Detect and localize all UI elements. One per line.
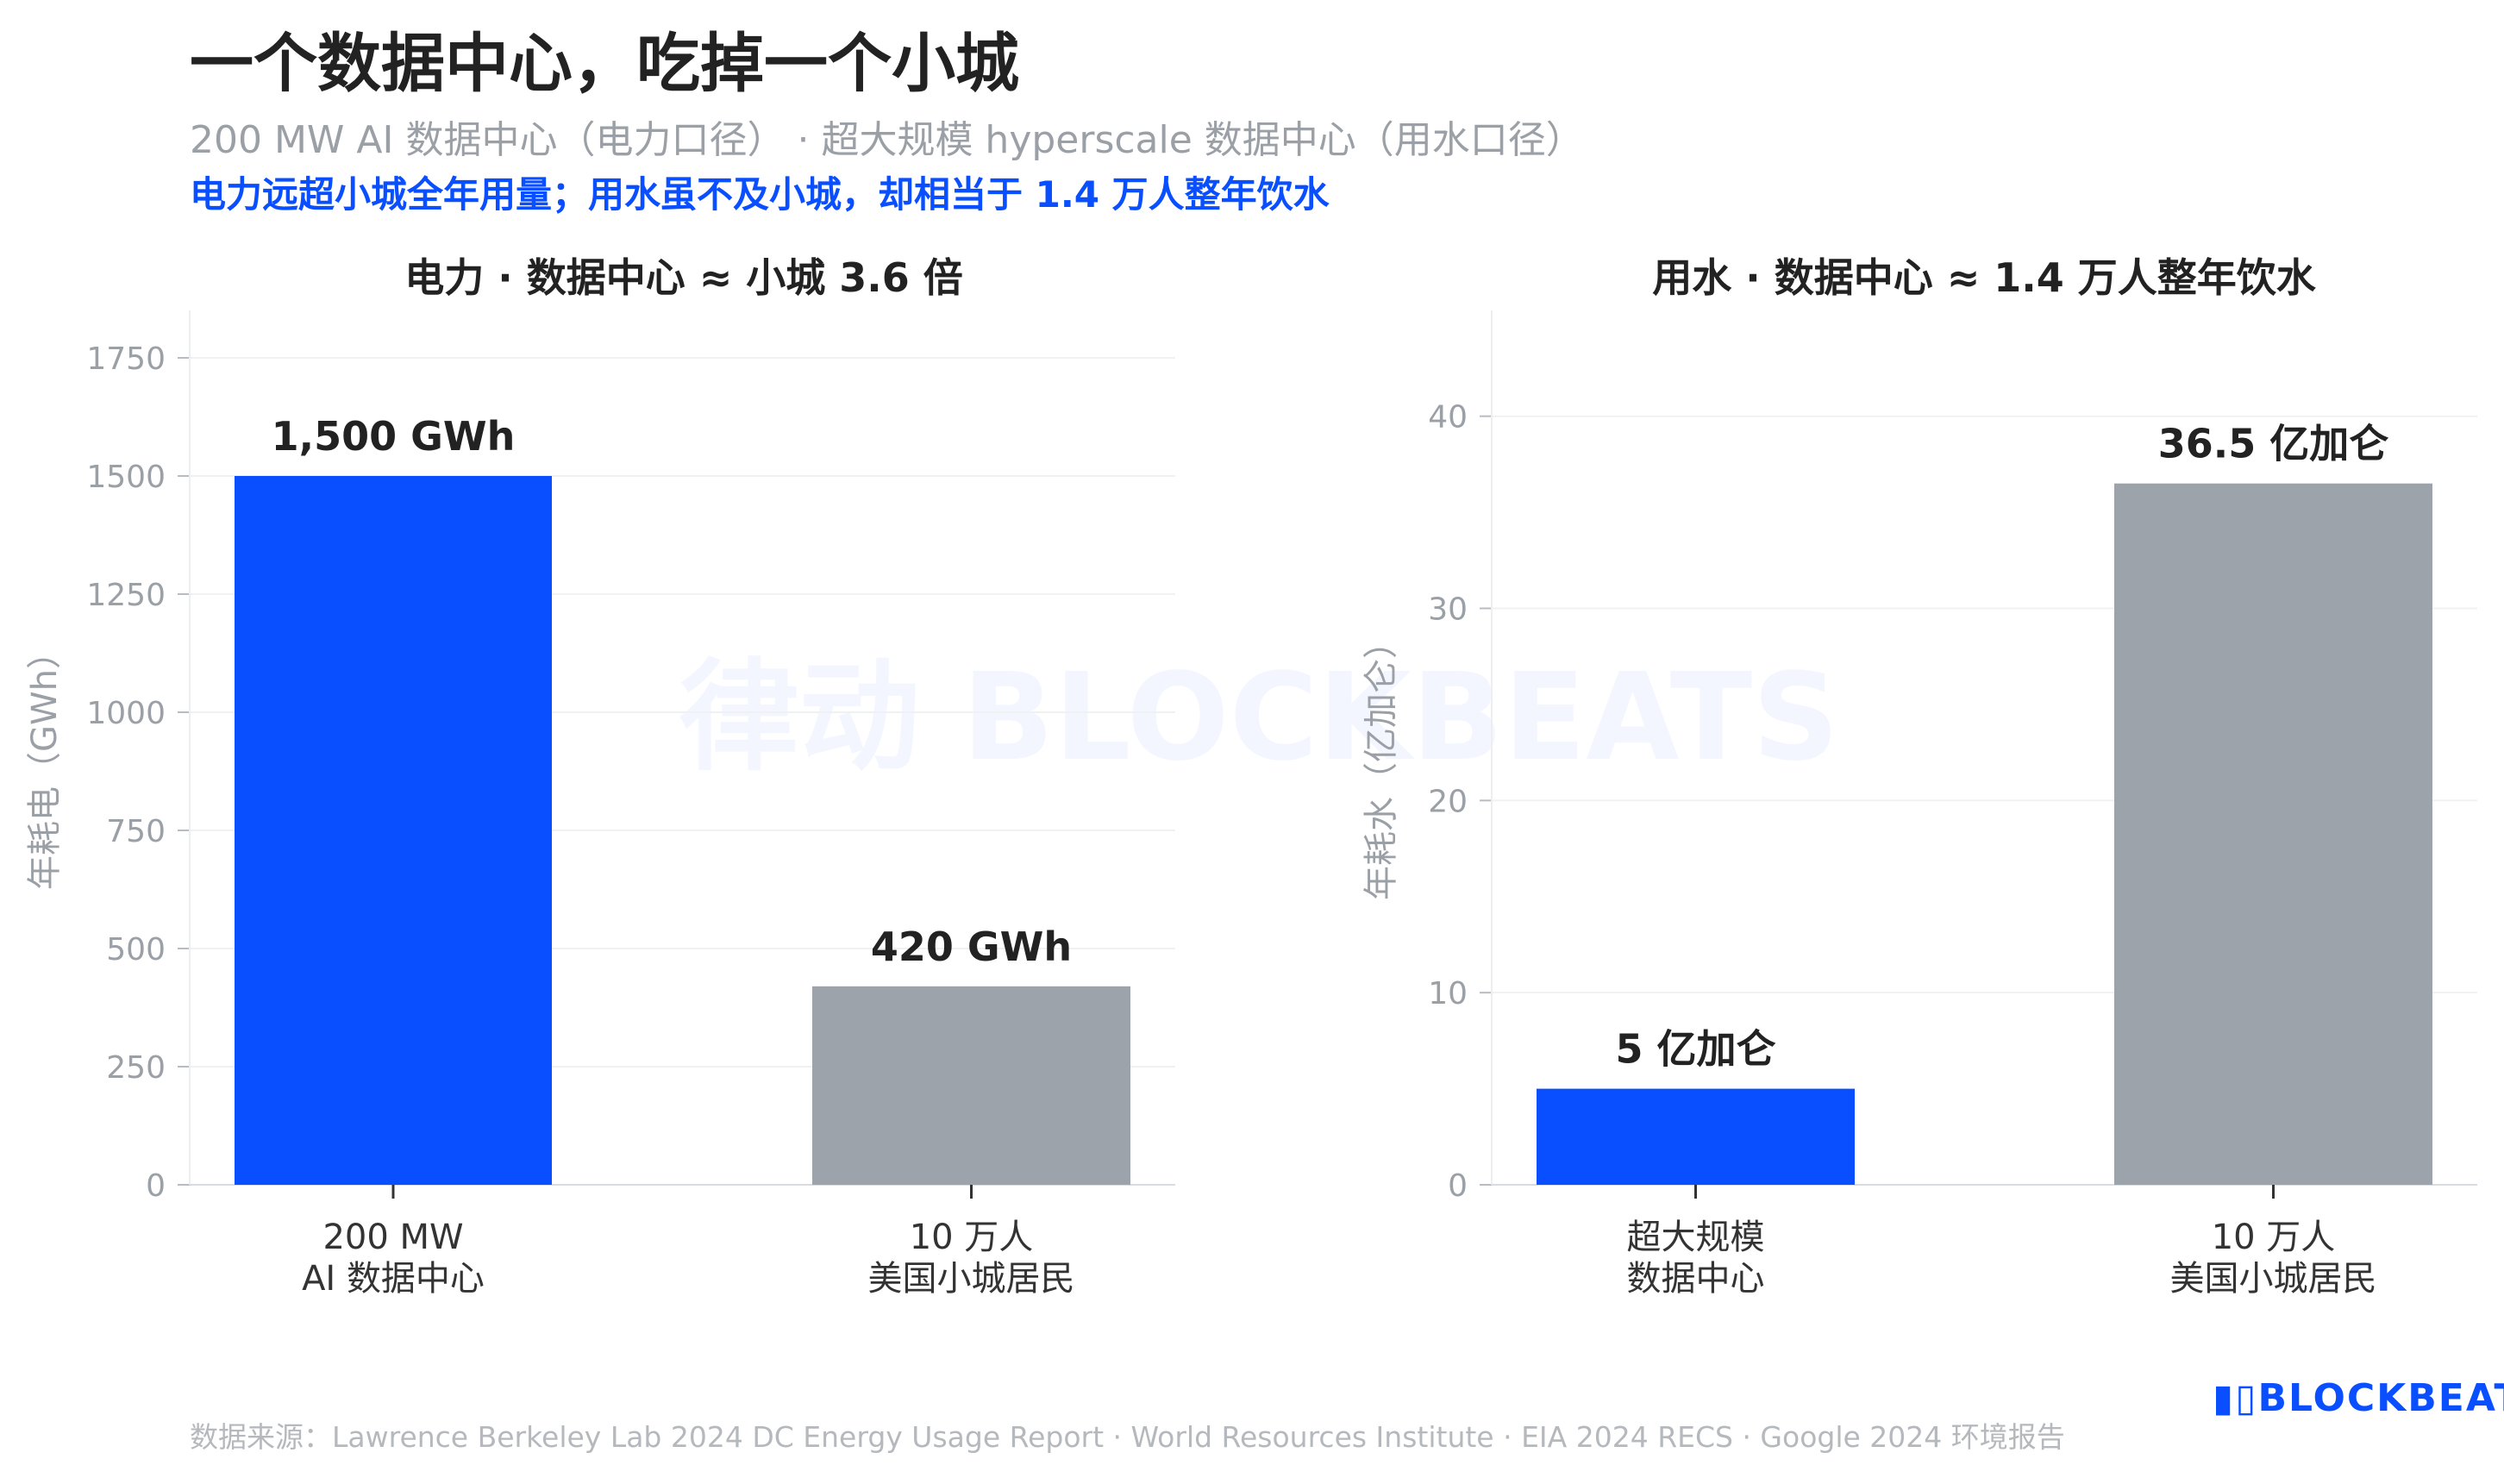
data-label: 36.5 亿加仑 (2158, 421, 2389, 467)
chart-title: 用水 · 数据中心 ≈ 1.4 万人整年饮水 (1652, 254, 2317, 301)
x-tick-label: 美国小城居民 (868, 1259, 1075, 1299)
data-label: 420 GWh (871, 924, 1072, 970)
watermark: 律动 BLOCKBEATS (679, 648, 1839, 788)
y-tick-label: 750 (106, 814, 166, 849)
bar (235, 476, 552, 1185)
y-tick-label: 250 (106, 1050, 166, 1086)
data-label: 1,500 GWh (272, 413, 516, 460)
source-footer: 数据来源：Lawrence Berkeley Lab 2024 DC Energ… (190, 1420, 2065, 1454)
y-tick-label: 40 (1428, 400, 1468, 435)
x-tick-label: 10 万人 (2212, 1218, 2336, 1257)
x-tick-label: 超大规模 (1627, 1218, 1765, 1257)
y-axis-label: 年耗水（亿加仑） (1362, 624, 1401, 900)
y-tick-label: 1750 (86, 341, 166, 377)
y-tick-label: 1500 (86, 460, 166, 495)
blockbeats-logo: ▮▯BLOCKBEATS (2213, 1376, 2504, 1420)
y-axis-label: 年耗电（GWh） (25, 635, 65, 890)
bar (812, 986, 1130, 1185)
y-tick-label: 30 (1428, 592, 1468, 628)
x-tick-label: 10 万人 (910, 1218, 1034, 1257)
bar (1537, 1088, 1855, 1185)
highlight-text: 电力远超小城全年用量；用水虽不及小城，却相当于 1.4 万人整年饮水 (190, 173, 1330, 216)
x-tick-label: 美国小城居民 (2170, 1259, 2377, 1299)
page-subtitle: 200 MW AI 数据中心（电力口径） · 超大规模 hyperscale 数… (190, 118, 1584, 162)
y-tick-label: 500 (106, 932, 166, 967)
chart-title: 电力 · 数据中心 ≈ 小城 3.6 倍 (404, 254, 963, 301)
y-tick-label: 10 (1428, 976, 1468, 1011)
y-tick-label: 1250 (86, 578, 166, 613)
x-tick-label: 200 MW (322, 1218, 463, 1257)
x-tick-label: 数据中心 (1627, 1259, 1765, 1299)
x-tick-label: AI 数据中心 (302, 1259, 485, 1299)
page-title: 一个数据中心，吃掉一个小城 (190, 27, 1019, 101)
y-tick-label: 20 (1428, 784, 1468, 819)
data-label: 5 亿加仑 (1615, 1026, 1775, 1073)
y-tick-label: 0 (1448, 1168, 1468, 1204)
y-tick-label: 1000 (86, 696, 166, 731)
bar (2114, 483, 2432, 1185)
y-tick-label: 0 (146, 1168, 166, 1204)
logo-text: BLOCKBEATS (2257, 1376, 2504, 1420)
